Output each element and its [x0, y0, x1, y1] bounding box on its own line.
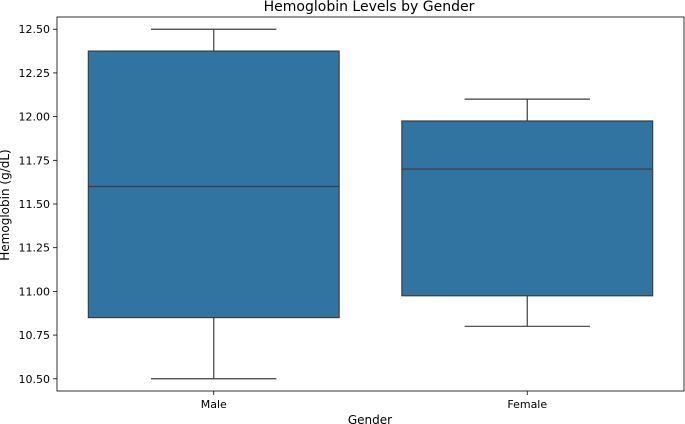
chart-title: Hemoglobin Levels by Gender — [264, 0, 475, 15]
iqr-box — [401, 120, 654, 297]
y-tick-label: 10.75 — [19, 329, 51, 342]
iqr-box — [87, 50, 340, 319]
y-tick-label: 10.50 — [19, 373, 51, 386]
plot-area-frame — [56, 16, 685, 392]
y-tick-label: 12.25 — [19, 67, 51, 80]
x-axis-label: Gender — [348, 413, 392, 424]
y-tick-label: 11.00 — [19, 285, 51, 298]
x-tick-label: Female — [507, 398, 547, 411]
box-female — [401, 98, 654, 327]
y-tick-label: 11.75 — [19, 154, 51, 167]
y-axis-label: Hemoglobin (g/dL) — [0, 149, 12, 260]
x-axis: Male Female — [201, 391, 547, 411]
boxes — [87, 28, 654, 380]
box-male — [87, 28, 340, 380]
y-tick-label: 11.50 — [19, 198, 51, 211]
x-tick-label: Male — [201, 398, 227, 411]
y-axis: 10.50 10.75 11.00 11.25 11.50 11.75 12.00 12.25… — [19, 23, 57, 386]
y-tick-label: 11.25 — [19, 242, 51, 255]
y-tick-label: 12.50 — [19, 23, 51, 36]
y-tick-label: 12.00 — [19, 111, 51, 124]
